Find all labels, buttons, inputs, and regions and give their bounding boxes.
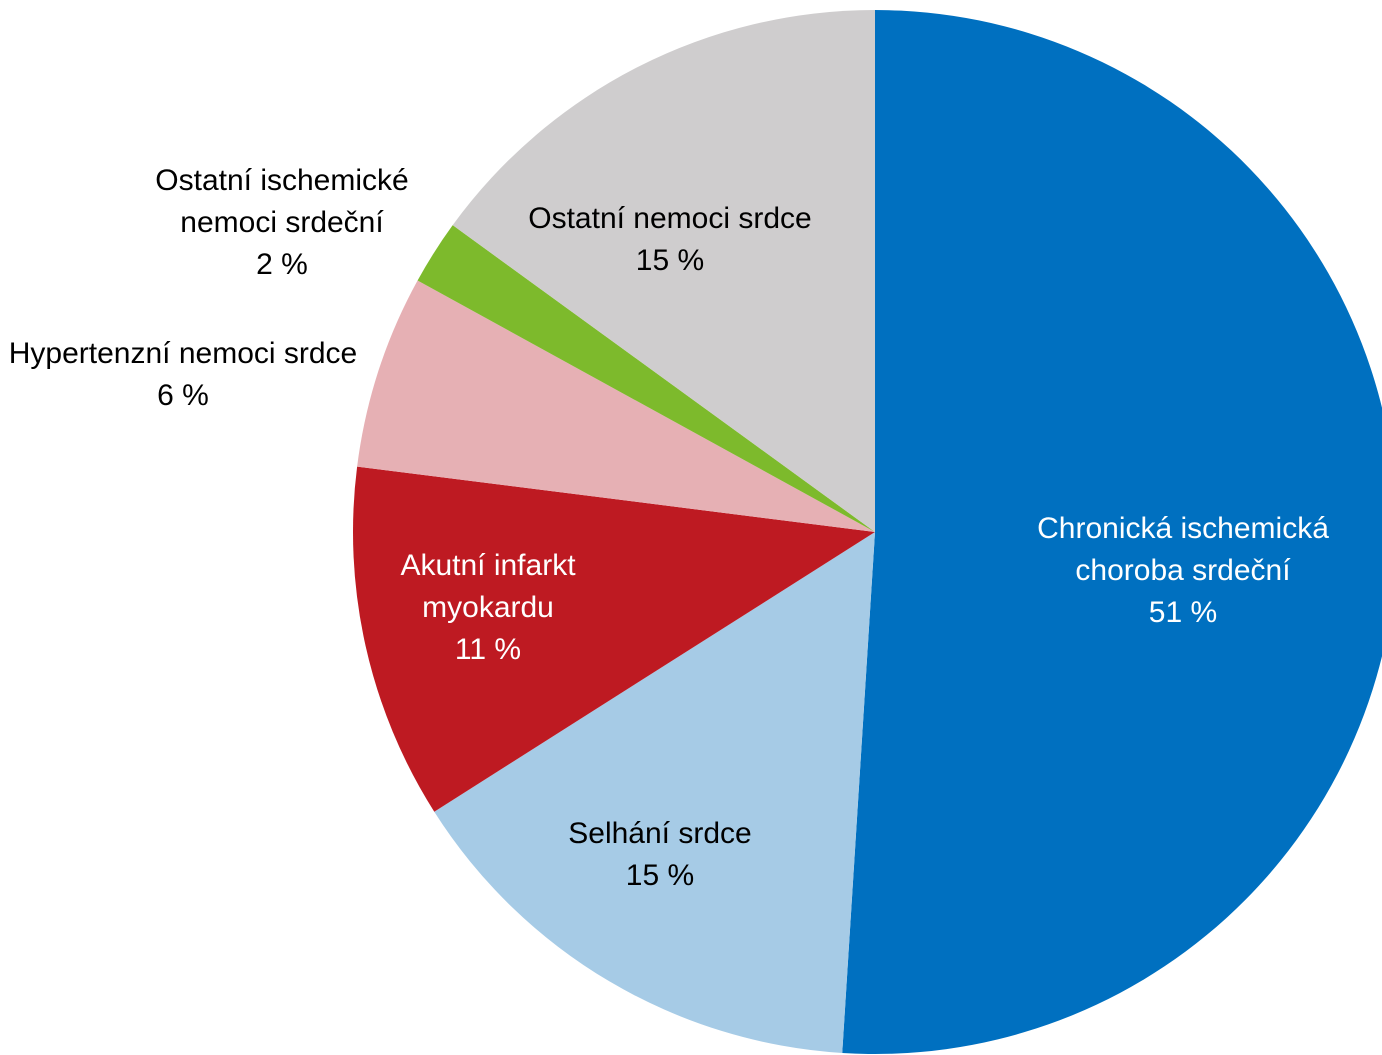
value-label: 15 % bbox=[625, 859, 695, 892]
value-label: 6 % bbox=[157, 379, 209, 412]
slice-label: Selhání srdce 15 % bbox=[500, 813, 820, 897]
pie-slice bbox=[842, 10, 1382, 1054]
value-label: 15 % bbox=[635, 244, 705, 277]
category-label: Hypertenzní nemoci srdce bbox=[8, 337, 358, 370]
slice-label: Hypertenzní nemoci srdce 6 % bbox=[8, 333, 358, 417]
pie-slice bbox=[417, 225, 875, 533]
slice-label: Chronická ischemická choroba srdeční 51 % bbox=[988, 508, 1378, 634]
value-label: 51 % bbox=[1148, 596, 1218, 629]
pie-slice bbox=[452, 10, 875, 532]
pie-slice bbox=[353, 466, 875, 812]
slice-label: Akutní infarkt myokardu 11 % bbox=[363, 545, 613, 671]
category-label: Chronická ischemická choroba srdeční bbox=[1037, 512, 1329, 587]
category-label: Ostatní ischemické nemoci srdeční bbox=[155, 164, 409, 239]
pie-slice bbox=[434, 532, 875, 1053]
value-label: 2 % bbox=[256, 248, 308, 281]
category-label: Ostatní nemoci srdce bbox=[528, 202, 812, 235]
slice-label: Ostatní ischemické nemoci srdeční 2 % bbox=[112, 160, 452, 286]
category-label: Selhání srdce bbox=[568, 817, 752, 850]
value-label: 11 % bbox=[454, 633, 522, 666]
category-label: Akutní infarkt myokardu bbox=[400, 549, 576, 624]
slice-label: Ostatní nemoci srdce 15 % bbox=[475, 198, 865, 282]
pie-slice bbox=[357, 280, 876, 532]
